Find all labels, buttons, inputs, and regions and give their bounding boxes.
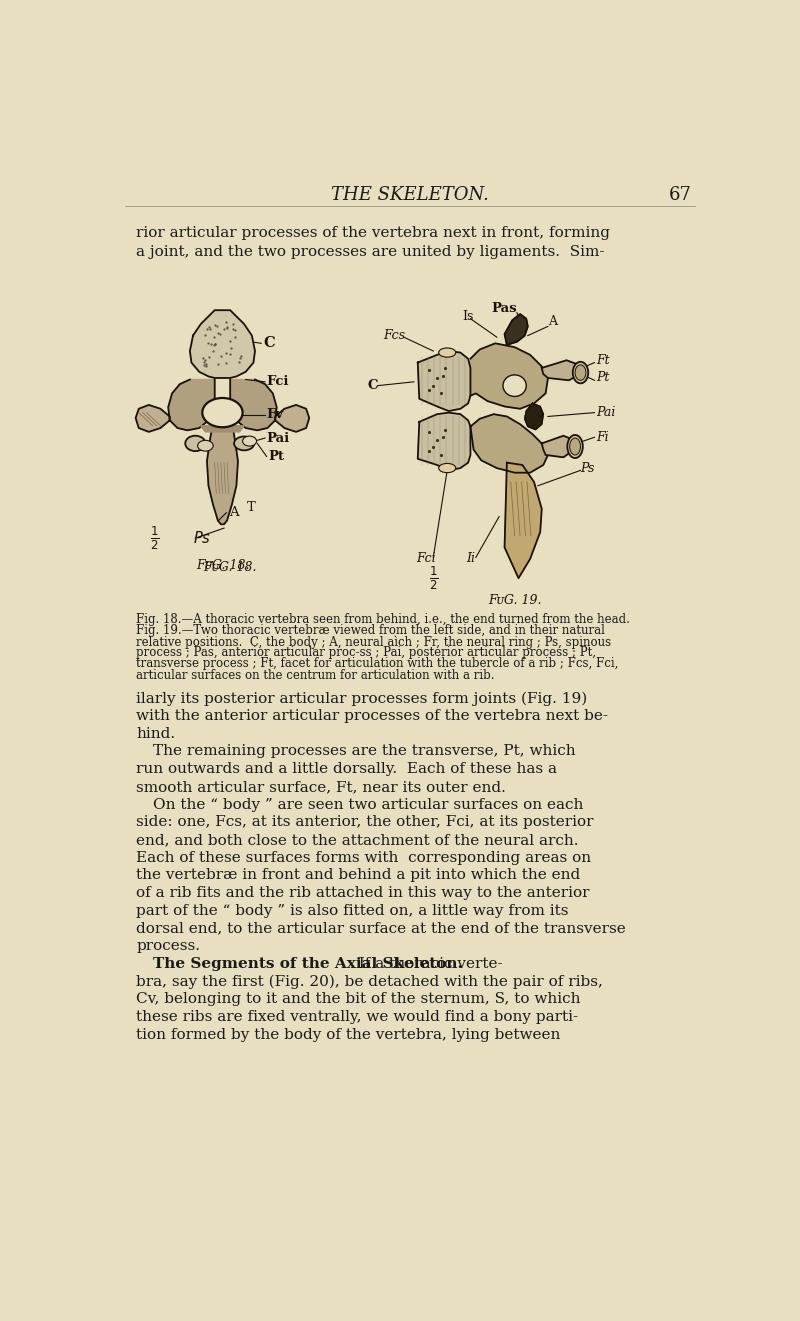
Ellipse shape — [573, 362, 588, 383]
Polygon shape — [201, 425, 244, 432]
Text: hind.: hind. — [137, 727, 175, 741]
Text: 67: 67 — [668, 186, 691, 205]
Ellipse shape — [575, 365, 586, 380]
Text: run outwards and a little dorsally.  Each of these has a: run outwards and a little dorsally. Each… — [137, 762, 558, 777]
Text: Ps: Ps — [581, 461, 595, 474]
Text: Fv: Fv — [266, 408, 284, 421]
Text: dorsal end, to the articular surface at the end of the transverse: dorsal end, to the articular surface at … — [137, 922, 626, 935]
Text: with the anterior articular processes of the vertebra next be-: with the anterior articular processes of… — [137, 709, 609, 723]
Text: THE SKELETON.: THE SKELETON. — [331, 186, 489, 205]
Text: Cv, belonging to it and the bit of the sternum, S, to which: Cv, belonging to it and the bit of the s… — [137, 992, 581, 1007]
Polygon shape — [136, 406, 170, 432]
Text: The Segments of the Axial Skeleton.: The Segments of the Axial Skeleton. — [154, 956, 463, 971]
Polygon shape — [470, 415, 548, 473]
Text: ilarly its posterior articular processes form joints (Fig. 19): ilarly its posterior articular processes… — [137, 691, 588, 705]
Text: Fci: Fci — [416, 552, 436, 565]
Ellipse shape — [438, 464, 456, 473]
Text: C: C — [263, 337, 275, 350]
Text: side: one, Fcs, at its anterior, the other, Fci, at its posterior: side: one, Fcs, at its anterior, the oth… — [137, 815, 594, 830]
Polygon shape — [190, 310, 255, 378]
Polygon shape — [230, 379, 277, 431]
Polygon shape — [275, 406, 310, 432]
Polygon shape — [418, 412, 470, 470]
Polygon shape — [418, 351, 470, 411]
Text: end, and both close to the attachment of the neural arch.: end, and both close to the attachment of… — [137, 834, 579, 847]
Text: Pt: Pt — [268, 450, 284, 462]
Polygon shape — [542, 361, 581, 380]
Text: these ribs are fixed ventrally, we would find a bony parti-: these ribs are fixed ventrally, we would… — [137, 1011, 578, 1024]
Ellipse shape — [242, 436, 257, 446]
Text: T: T — [247, 501, 256, 514]
Text: Fci: Fci — [266, 375, 289, 388]
Text: Is: Is — [462, 310, 474, 322]
Text: $\frac{1}{2}$: $\frac{1}{2}$ — [150, 524, 159, 552]
Text: FᴜG. 19.: FᴜG. 19. — [488, 593, 542, 606]
Text: articular surfaces on the centrum for articulation with a rib.: articular surfaces on the centrum for ar… — [137, 668, 495, 682]
Polygon shape — [542, 436, 574, 457]
Text: relative positions.  C, the body ; A, neural aìch ; Fr, the neural ring ; Ps, sp: relative positions. C, the body ; A, neu… — [137, 635, 611, 649]
Text: bra, say the first (Fig. 20), be detached with the pair of ribs,: bra, say the first (Fig. 20), be detache… — [137, 975, 603, 989]
Polygon shape — [525, 403, 543, 429]
Text: Pas: Pas — [491, 303, 517, 316]
Text: process ; Pas, anterior articular proc-ss ; Pai, posterior articular process ; P: process ; Pas, anterior articular proc-s… — [137, 646, 597, 659]
Ellipse shape — [234, 436, 254, 450]
Polygon shape — [168, 379, 214, 431]
Text: Each of these surfaces forms with  corresponding areas on: Each of these surfaces forms with corres… — [137, 851, 591, 865]
Text: A: A — [229, 506, 238, 519]
Text: tion formed by the body of the vertebra, lying between: tion formed by the body of the vertebra,… — [137, 1028, 561, 1042]
Ellipse shape — [202, 398, 242, 427]
Text: Ii: Ii — [466, 552, 475, 565]
Ellipse shape — [570, 439, 581, 454]
Text: smooth articular surface, Ft, near its outer end.: smooth articular surface, Ft, near its o… — [137, 779, 506, 794]
Text: FᴜG. 18.: FᴜG. 18. — [196, 559, 250, 572]
Text: A: A — [548, 316, 557, 328]
Text: Pai: Pai — [266, 432, 290, 445]
Text: Ft: Ft — [596, 354, 610, 367]
Text: Pt: Pt — [596, 371, 610, 384]
Text: process.: process. — [137, 939, 201, 954]
Text: a joint, and the two processes are united by ligaments.  Sim-: a joint, and the two processes are unite… — [137, 244, 605, 259]
Text: $\frac{1}{2}$: $\frac{1}{2}$ — [429, 564, 438, 592]
Text: Fcs: Fcs — [383, 329, 405, 342]
Text: On the “ body ” are seen two articular surfaces on each: On the “ body ” are seen two articular s… — [154, 798, 584, 811]
Text: FᴜG. 18.: FᴜG. 18. — [203, 561, 257, 575]
Text: of a rib fits and the rib attached in this way to the anterior: of a rib fits and the rib attached in th… — [137, 886, 590, 900]
Polygon shape — [470, 343, 548, 408]
Text: $\mathit{Ps}$: $\mathit{Ps}$ — [193, 530, 211, 546]
Text: part of the “ body ” is also fitted on, a little way from its: part of the “ body ” is also fitted on, … — [137, 904, 569, 918]
Ellipse shape — [198, 440, 213, 450]
Polygon shape — [207, 431, 238, 524]
Text: the vertebræ in front and behind a pit into which the end: the vertebræ in front and behind a pit i… — [137, 868, 581, 882]
Ellipse shape — [186, 436, 206, 450]
Text: The remaining processes are the transverse, Pt, which: The remaining processes are the transver… — [154, 745, 576, 758]
Text: rior articular processes of the vertebra next in front, forming: rior articular processes of the vertebra… — [137, 226, 610, 240]
Polygon shape — [505, 462, 542, 579]
Text: Pai: Pai — [596, 406, 615, 419]
Text: C: C — [367, 379, 378, 392]
Text: If a thoracic verte-: If a thoracic verte- — [349, 956, 502, 971]
Ellipse shape — [503, 375, 526, 396]
Text: transverse process ; Ft, facet for articulation with the tubercle of a rib ; Fcs: transverse process ; Ft, facet for artic… — [137, 658, 619, 671]
Text: Fi: Fi — [596, 431, 609, 444]
Polygon shape — [505, 314, 528, 345]
Ellipse shape — [567, 435, 583, 458]
Text: Fig. 19.—Two thoracic vertebræ viewed from the left side, and in their natural: Fig. 19.—Two thoracic vertebræ viewed fr… — [137, 624, 606, 637]
Text: Fig. 18.—A thoracic vertebra seen from behind, i.e., the end turned from the hea: Fig. 18.—A thoracic vertebra seen from b… — [137, 613, 630, 626]
Ellipse shape — [438, 347, 456, 357]
